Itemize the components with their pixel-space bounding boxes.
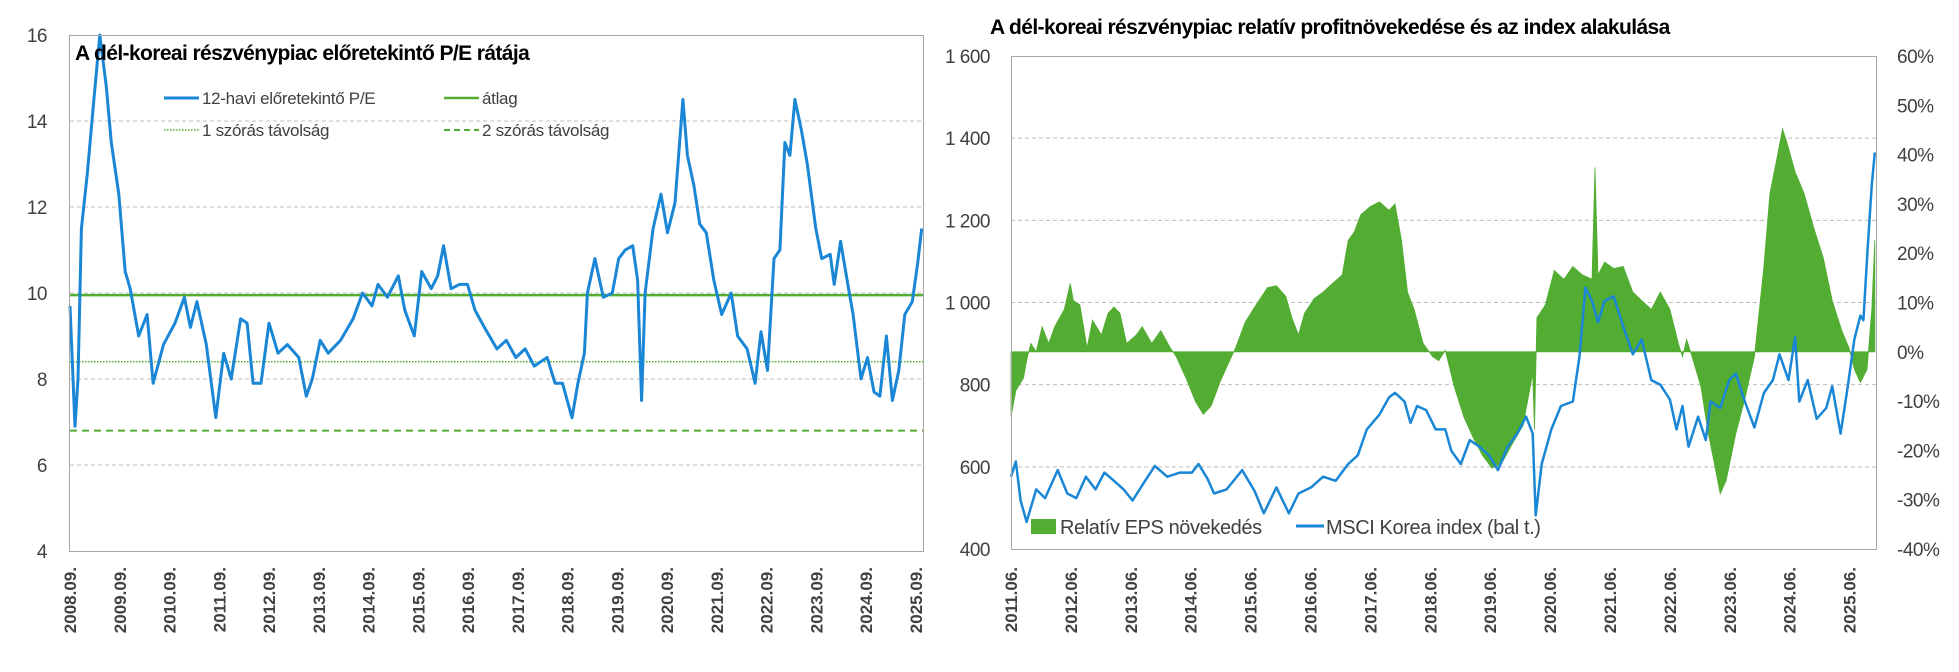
x-tick-label: 2010.09. xyxy=(161,567,180,633)
legend-label-1sd: 1 szórás távolság xyxy=(202,121,329,140)
left-y-tick-label: 1 600 xyxy=(945,47,990,68)
x-tick-label: 2015.09. xyxy=(409,567,428,633)
x-tick-label: 2018.09. xyxy=(559,567,578,633)
y-tick-label: 4 xyxy=(37,542,48,563)
y-tick-label: 12 xyxy=(27,198,47,219)
x-tick-label: 2017.09. xyxy=(509,567,528,633)
left-chart-title: A dél-koreai részvénypiac előretekintő P… xyxy=(75,42,530,65)
x-tick-label: 2019.09. xyxy=(608,567,627,633)
right-y-tick-label: -20% xyxy=(1897,441,1940,462)
left-y-tick-label: 800 xyxy=(960,376,990,397)
right-chart-title: A dél-koreai részvénypiac relatív profit… xyxy=(990,16,1671,39)
right-plot-border xyxy=(1011,56,1877,550)
x-tick-label: 2022.06. xyxy=(1661,567,1680,633)
left-y-tick-label: 1 000 xyxy=(945,294,990,315)
right-y-tick-label: -10% xyxy=(1897,392,1940,413)
x-tick-label: 2016.06. xyxy=(1302,567,1321,633)
x-tick-label: 2016.09. xyxy=(459,567,478,633)
left-y-tick-label: 400 xyxy=(960,540,990,561)
legend-label-msci: MSCI Korea index (bal t.) xyxy=(1326,517,1541,539)
x-tick-label: 2018.06. xyxy=(1421,567,1440,633)
x-tick-label: 2011.09. xyxy=(210,567,229,632)
eps-growth-area xyxy=(1010,127,1876,496)
x-tick-label: 2014.06. xyxy=(1182,567,1201,633)
right-y-tick-label: -40% xyxy=(1897,540,1940,561)
x-tick-label: 2019.06. xyxy=(1481,567,1500,633)
x-tick-label: 2014.09. xyxy=(360,567,379,633)
x-tick-label: 2012.09. xyxy=(260,567,279,633)
right-y-tick-label: 60% xyxy=(1897,47,1934,68)
right-y-tick-label: 30% xyxy=(1897,195,1934,216)
y-tick-label: 8 xyxy=(37,370,47,391)
left-y-tick-label: 600 xyxy=(960,458,990,479)
x-tick-label: 2021.09. xyxy=(708,567,727,633)
right-legend: Relatív EPS növekedés MSCI Korea index (… xyxy=(1031,517,1541,539)
left-legend: 12-havi előretekintő P/E átlag 1 szórás … xyxy=(164,89,610,140)
left-plot-border xyxy=(69,35,924,552)
x-tick-label: 2023.06. xyxy=(1721,567,1740,633)
x-tick-label: 2020.06. xyxy=(1541,567,1560,633)
legend-label-mean: átlag xyxy=(482,89,517,108)
x-tick-label: 2022.09. xyxy=(758,567,777,633)
eps-growth-index-chart: 400 600 800 1 000 1 200 1 400 1 600 -40% -30% -20… xyxy=(945,16,1941,633)
pe-ratio-line xyxy=(68,33,924,428)
right-y-tick-label: 20% xyxy=(1897,244,1934,265)
x-tick-label: 2015.06. xyxy=(1242,567,1261,633)
x-tick-label: 2023.09. xyxy=(807,567,826,633)
legend-label-eps: Relatív EPS növekedés xyxy=(1060,517,1262,539)
legend-label-pe: 12-havi előretekintő P/E xyxy=(202,89,375,108)
x-tick-label: 2013.06. xyxy=(1122,567,1141,633)
right-y-tick-label: -30% xyxy=(1897,491,1940,512)
x-tick-label: 2017.06. xyxy=(1361,567,1380,633)
x-tick-label: 2025.06. xyxy=(1841,567,1860,633)
pe-ratio-chart: 4 6 8 10 12 14 16 2008.09. 2009.09. 2010.09. 2011… xyxy=(27,26,926,633)
y-tick-label: 10 xyxy=(27,284,47,305)
right-y-tick-label: 50% xyxy=(1897,96,1934,117)
x-tick-label: 2012.06. xyxy=(1062,567,1081,633)
left-y-tick-label: 1 200 xyxy=(945,211,990,232)
legend-label-2sd: 2 szórás távolság xyxy=(482,121,609,140)
x-tick-label: 2024.06. xyxy=(1781,567,1800,633)
x-tick-label: 2011.06. xyxy=(1002,567,1021,632)
x-tick-label: 2020.09. xyxy=(658,567,677,633)
right-y-tick-label: 40% xyxy=(1897,146,1934,167)
y-tick-label: 14 xyxy=(27,112,48,133)
x-tick-label: 2008.09. xyxy=(61,567,80,633)
right-y-tick-label: 10% xyxy=(1897,294,1934,315)
y-tick-label: 16 xyxy=(27,26,47,47)
x-tick-label: 2025.09. xyxy=(907,567,926,633)
x-tick-label: 2021.06. xyxy=(1601,567,1620,633)
y-tick-label: 6 xyxy=(37,456,47,477)
right-y-tick-label: 0% xyxy=(1897,343,1924,364)
left-y-tick-label: 1 400 xyxy=(945,129,990,150)
x-tick-label: 2009.09. xyxy=(111,567,130,633)
msci-korea-line xyxy=(1009,152,1877,524)
x-tick-label: 2013.09. xyxy=(310,567,329,633)
x-tick-label: 2024.09. xyxy=(857,567,876,633)
legend-swatch-eps xyxy=(1031,519,1056,534)
